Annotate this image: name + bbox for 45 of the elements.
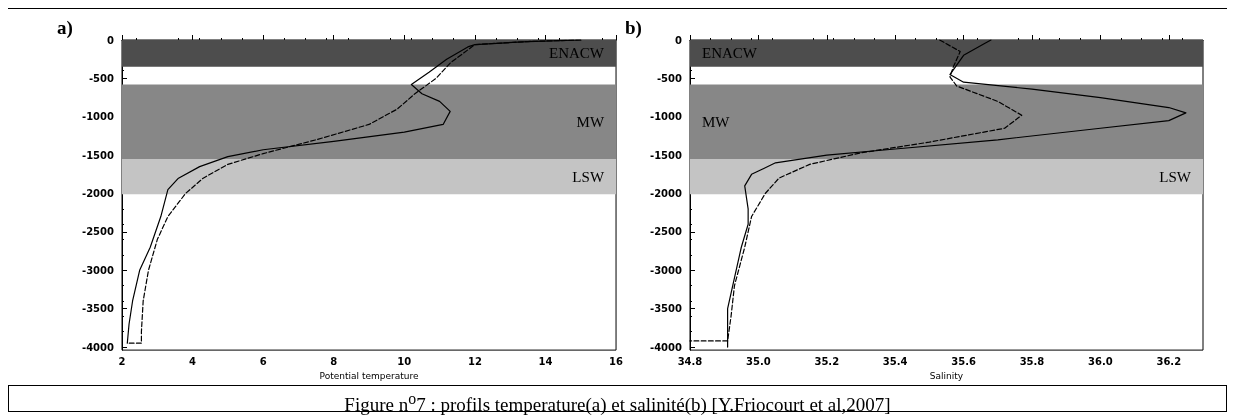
y-tick-label: -500 [656, 72, 683, 84]
y-tick-label: 0 [107, 34, 115, 46]
x-tick-label: 4 [189, 355, 197, 367]
y-tick-label: -3500 [650, 303, 683, 315]
x-tick-label: 36.2 [1156, 355, 1182, 367]
chart-title: a) [57, 17, 73, 39]
x-tick-label: 6 [259, 355, 267, 367]
y-tick-label: -1000 [650, 111, 683, 123]
y-tick-label: -1500 [650, 149, 683, 161]
y-tick-label: -2500 [82, 226, 115, 238]
x-tick-label: 35.2 [814, 355, 840, 367]
x-tick-label: 16 [609, 355, 624, 367]
x-tick-label: 35.4 [882, 355, 908, 367]
x-axis-title: Potential temperature [319, 370, 419, 381]
band-label: ENACW [549, 45, 605, 62]
x-axis-title: Salinity [929, 370, 964, 381]
y-tick-label: -500 [88, 72, 115, 84]
band-label: LSW [1159, 168, 1192, 185]
x-tick-label: 35.0 [746, 355, 771, 367]
y-tick-label: -3000 [82, 264, 115, 276]
x-tick-label: 35.8 [1019, 355, 1045, 367]
x-tick-label: 8 [330, 355, 338, 367]
x-tick-label: 34.8 [677, 355, 703, 367]
y-tick-label: 0 [675, 34, 683, 46]
y-tick-label: -4000 [650, 341, 683, 353]
chart-title: b) [625, 17, 642, 39]
y-tick-label: -1500 [82, 149, 115, 161]
y-tick-label: -3500 [82, 303, 115, 315]
y-tick-label: -2000 [82, 188, 115, 200]
x-tick-label: 10 [397, 355, 412, 367]
text: Figure n$^{o}$7 : profils temperature(a) et salinité(b) [Y.Friocourt et al,2007] [344, 390, 891, 416]
band-label: LSW [572, 168, 605, 185]
x-tick-label: 36.0 [1088, 355, 1113, 367]
x-tick-label: 12 [467, 355, 482, 367]
band-label: MW [702, 113, 731, 130]
y-tick-label: -2500 [650, 226, 683, 238]
y-tick-label: -2000 [650, 188, 683, 200]
y-tick-label: -3000 [650, 264, 683, 276]
band-label: ENACW [702, 45, 758, 62]
x-tick-label: 35.6 [951, 355, 976, 367]
x-tick-label: 2 [118, 355, 126, 367]
y-tick-label: -1000 [82, 111, 115, 123]
y-tick-label: -4000 [82, 341, 115, 353]
x-tick-label: 14 [538, 355, 553, 367]
band-label: MW [576, 113, 605, 130]
